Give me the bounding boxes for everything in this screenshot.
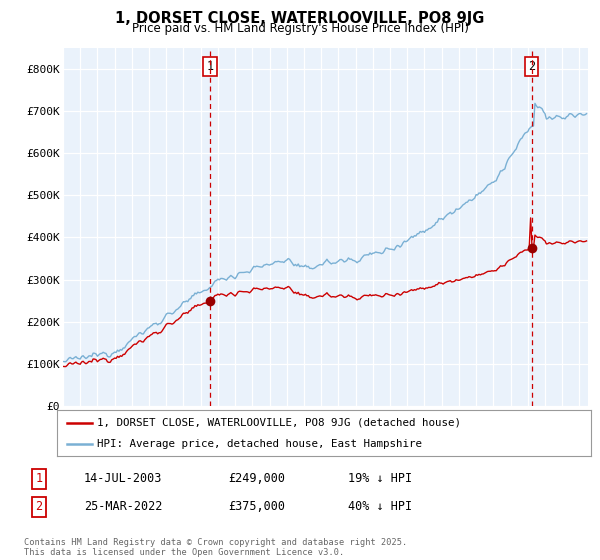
Text: 1, DORSET CLOSE, WATERLOOVILLE, PO8 9JG (detached house): 1, DORSET CLOSE, WATERLOOVILLE, PO8 9JG …: [97, 418, 461, 428]
Text: £375,000: £375,000: [228, 500, 285, 514]
Text: 2: 2: [528, 60, 535, 73]
Text: 1: 1: [35, 472, 43, 486]
Text: HPI: Average price, detached house, East Hampshire: HPI: Average price, detached house, East…: [97, 439, 422, 449]
Text: 2: 2: [35, 500, 43, 514]
Text: 14-JUL-2003: 14-JUL-2003: [84, 472, 163, 486]
Text: 19% ↓ HPI: 19% ↓ HPI: [348, 472, 412, 486]
Text: 1, DORSET CLOSE, WATERLOOVILLE, PO8 9JG: 1, DORSET CLOSE, WATERLOOVILLE, PO8 9JG: [115, 11, 485, 26]
Text: £249,000: £249,000: [228, 472, 285, 486]
Text: Contains HM Land Registry data © Crown copyright and database right 2025.
This d: Contains HM Land Registry data © Crown c…: [24, 538, 407, 557]
Text: Price paid vs. HM Land Registry's House Price Index (HPI): Price paid vs. HM Land Registry's House …: [131, 22, 469, 35]
Text: 25-MAR-2022: 25-MAR-2022: [84, 500, 163, 514]
Text: 1: 1: [206, 60, 214, 73]
Text: 40% ↓ HPI: 40% ↓ HPI: [348, 500, 412, 514]
